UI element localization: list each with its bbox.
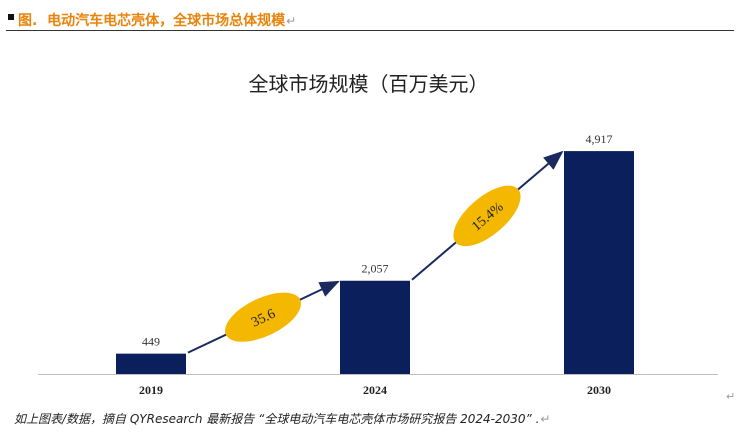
data-label-2019: 449 xyxy=(142,335,160,349)
bar-2024 xyxy=(340,280,410,374)
return-mark-icon: ↵ xyxy=(726,390,736,403)
growth-badge-2 xyxy=(453,185,521,247)
source-text: 如上图表/数据，摘自 QYResearch 最新报告 “全球电动汽车电芯壳体市场… xyxy=(14,412,540,426)
x-tick-2030: 2030 xyxy=(587,383,611,397)
caption-title: 电动汽车电芯壳体，全球市场总体规模 xyxy=(47,13,286,29)
caption-text: 图. 电动汽车电芯壳体，全球市场总体规模↵ xyxy=(18,10,296,30)
return-mark-icon: ↵ xyxy=(286,14,297,28)
data-label-2030: 4,917 xyxy=(586,132,613,146)
x-tick-2019: 2019 xyxy=(139,383,163,397)
chart-title: 全球市场规模（百万美元） xyxy=(248,72,489,96)
growth-badge-1 xyxy=(225,292,301,342)
bar-2030 xyxy=(564,151,634,374)
figure-caption: 图. 电动汽车电芯壳体，全球市场总体规模↵ xyxy=(6,8,734,31)
bar-2019 xyxy=(116,353,186,374)
return-mark-icon: ↵ xyxy=(540,412,551,426)
x-tick-2024: 2024 xyxy=(363,383,387,397)
source-note: 如上图表/数据，摘自 QYResearch 最新报告 “全球电动汽车电芯壳体市场… xyxy=(14,410,550,427)
bullet-icon xyxy=(8,14,14,20)
data-label-2024: 2,057 xyxy=(362,262,389,276)
caption-label: 图. xyxy=(18,13,38,29)
